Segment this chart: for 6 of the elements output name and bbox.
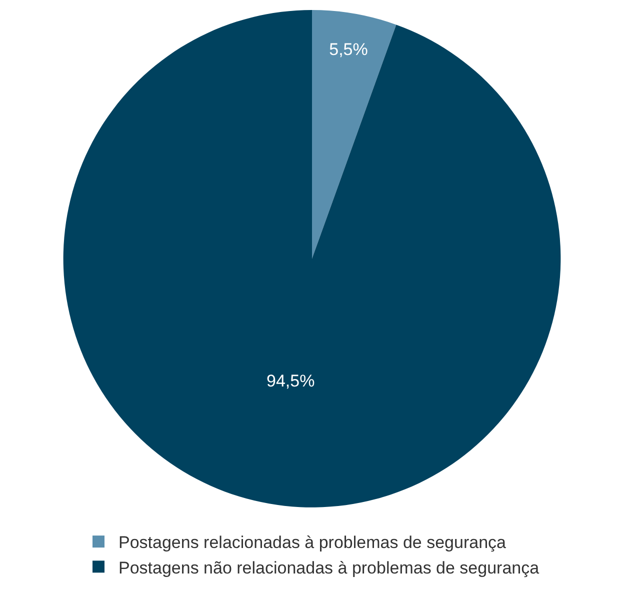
data-label: 5,5% (329, 40, 368, 60)
data-label: 94,5% (266, 372, 315, 391)
pie-slice (63, 10, 560, 508)
legend-label: Postagens não relacionadas à problemas de segurança (118, 558, 540, 578)
legend-label: Postagens relacionadas à problemas de segurança (118, 533, 507, 552)
pie-slice (312, 10, 396, 259)
